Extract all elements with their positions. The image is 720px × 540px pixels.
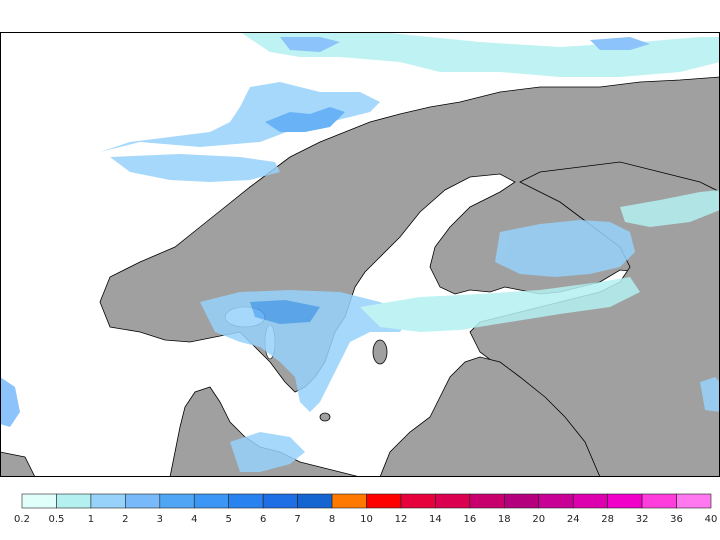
colorbar-swatch-19 bbox=[676, 493, 712, 509]
colorbar-swatch-2 bbox=[90, 493, 126, 509]
colorbar-label-0: 0.2 bbox=[14, 514, 30, 525]
colorbar-swatch-8 bbox=[297, 493, 333, 509]
colorbar-label-14: 18 bbox=[498, 514, 511, 525]
colorbar-label-1: 0.5 bbox=[48, 514, 64, 525]
precip-arctic-east bbox=[590, 37, 650, 50]
precip-norway-mid bbox=[110, 154, 280, 182]
precip-east-edge bbox=[700, 377, 720, 412]
colorbar-swatch-13 bbox=[469, 493, 505, 509]
colorbar-label-18: 32 bbox=[636, 514, 649, 525]
colorbar-swatch-0 bbox=[21, 493, 57, 509]
precipitation-overlay bbox=[0, 32, 720, 472]
land-denmark bbox=[169, 386, 361, 477]
colorbar-label-10: 10 bbox=[360, 514, 373, 525]
colorbar-swatch-5 bbox=[193, 493, 230, 509]
precip-south-sweden bbox=[200, 290, 410, 412]
colorbar-swatch-6 bbox=[228, 493, 264, 509]
land-britain-edge bbox=[0, 451, 36, 477]
colorbar-swatch-14 bbox=[503, 493, 540, 509]
colorbar-label-9: 8 bbox=[329, 514, 335, 525]
precip-arctic-core bbox=[280, 37, 340, 52]
colorbar-label-15: 20 bbox=[532, 514, 545, 525]
colorbar-swatch-7 bbox=[262, 493, 298, 509]
land-gotland bbox=[372, 339, 388, 365]
land-bornholm bbox=[319, 412, 331, 422]
precip-norway-coast bbox=[100, 82, 380, 152]
colorbar-swatch-16 bbox=[572, 493, 608, 509]
colorbar-label-5: 4 bbox=[191, 514, 197, 525]
precip-baltic-band bbox=[360, 277, 640, 332]
colorbar-label-17: 28 bbox=[601, 514, 614, 525]
colorbar-label-3: 2 bbox=[122, 514, 128, 525]
land-baltic-states bbox=[379, 356, 601, 477]
colorbar-swatch-1 bbox=[56, 493, 92, 509]
colorbar-cells bbox=[21, 493, 712, 509]
colorbar-legend: 0.2 0.5 1 2 3 4 5 6 7 8 10 12 14 16 18 20 24 28 32 36 40 bbox=[14, 493, 717, 525]
colorbar-labels: 0.2 0.5 1 2 3 4 5 6 7 8 10 12 14 16 18 20 24 28 32 36 40 bbox=[14, 514, 717, 525]
colorbar-label-12: 14 bbox=[429, 514, 442, 525]
colorbar-label-13: 16 bbox=[463, 514, 476, 525]
precip-norway-core bbox=[265, 107, 345, 132]
colorbar-swatch-3 bbox=[125, 493, 161, 509]
precip-gulf-finland bbox=[620, 190, 720, 227]
colorbar-label-7: 6 bbox=[260, 514, 266, 525]
precip-west-edge bbox=[0, 377, 20, 427]
precip-finland-patch bbox=[495, 220, 635, 277]
colorbar-label-16: 24 bbox=[567, 514, 580, 525]
colorbar-swatch-11 bbox=[400, 493, 436, 509]
colorbar-label-6: 5 bbox=[226, 514, 232, 525]
precip-north-arctic bbox=[240, 32, 720, 77]
colorbar-swatch-10 bbox=[366, 493, 402, 509]
precipitation-map bbox=[0, 32, 720, 477]
colorbar-swatch-18 bbox=[641, 493, 677, 509]
colorbar-label-20: 40 bbox=[705, 514, 718, 525]
colorbar-label-8: 7 bbox=[294, 514, 300, 525]
precip-sweden-core bbox=[250, 300, 320, 324]
colorbar-swatch-4 bbox=[159, 493, 195, 509]
colorbar-swatch-12 bbox=[435, 493, 471, 509]
colorbar-label-2: 1 bbox=[88, 514, 94, 525]
colorbar-label-11: 12 bbox=[395, 514, 408, 525]
precip-denmark-area bbox=[230, 432, 305, 472]
colorbar-swatch-15 bbox=[538, 493, 574, 509]
colorbar-swatch-9 bbox=[331, 493, 367, 509]
colorbar-swatch-17 bbox=[607, 493, 643, 509]
colorbar-label-4: 3 bbox=[157, 514, 163, 525]
colorbar-label-19: 36 bbox=[670, 514, 683, 525]
